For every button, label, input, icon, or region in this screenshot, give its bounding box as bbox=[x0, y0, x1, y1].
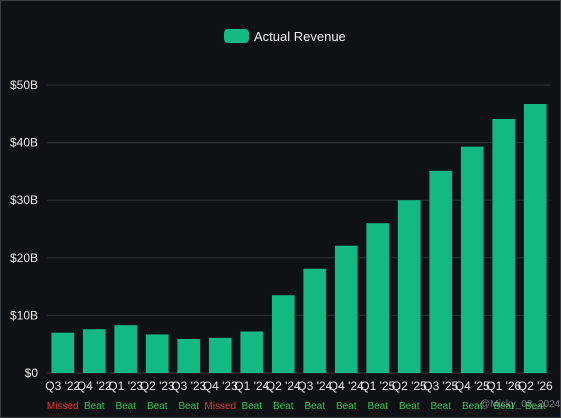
x-tick-label: Q2 '24 bbox=[266, 379, 301, 393]
status-row: Missed Beat Beat Beat Beat Missed Beat Beat Beat… bbox=[47, 401, 546, 412]
x-tick-label: Q2 '25 bbox=[392, 379, 427, 393]
x-tick-label: Q1 '23 bbox=[108, 379, 143, 393]
y-tick-label: $0 bbox=[25, 366, 39, 380]
y-axis: $0 $10B $20B $30B $40B $50B bbox=[10, 78, 38, 380]
bar[interactable] bbox=[523, 104, 547, 374]
legend-label[interactable]: Actual Revenue bbox=[254, 29, 346, 44]
y-tick-label: $20B bbox=[10, 251, 38, 265]
legend[interactable]: Actual Revenue bbox=[224, 29, 346, 44]
status-label: Beat bbox=[178, 401, 199, 412]
bar[interactable] bbox=[334, 245, 358, 373]
bar[interactable] bbox=[366, 223, 390, 373]
bar[interactable] bbox=[303, 268, 327, 373]
x-tick-label: Q3 '23 bbox=[171, 379, 206, 393]
bar[interactable] bbox=[177, 339, 201, 373]
x-tick-label: Q4 '24 bbox=[329, 379, 364, 393]
status-label: Beat bbox=[336, 401, 357, 412]
bar[interactable] bbox=[82, 329, 106, 373]
x-tick-label: Q3 '24 bbox=[297, 379, 332, 393]
bar[interactable] bbox=[429, 170, 453, 373]
x-tick-label: Q2 '26 bbox=[518, 379, 553, 393]
bars bbox=[51, 104, 547, 374]
x-tick-label: Q3 '25 bbox=[423, 379, 458, 393]
x-tick-label: Q1 '26 bbox=[486, 379, 521, 393]
x-tick-label: Q4 '25 bbox=[455, 379, 490, 393]
bar[interactable] bbox=[114, 325, 138, 373]
status-label: Missed bbox=[47, 401, 79, 412]
status-label: Beat bbox=[241, 401, 262, 412]
status-label: Beat bbox=[525, 401, 546, 412]
watermark-text: @Micky_08_2024 bbox=[480, 399, 561, 410]
status-label: Beat bbox=[273, 401, 294, 412]
bar[interactable] bbox=[51, 332, 75, 373]
status-label: Beat bbox=[84, 401, 105, 412]
status-label: Beat bbox=[304, 401, 325, 412]
status-label: Beat bbox=[399, 401, 420, 412]
x-tick-label: Q1 '25 bbox=[360, 379, 395, 393]
x-tick-label: Q3 '22 bbox=[45, 379, 80, 393]
bar[interactable] bbox=[145, 334, 169, 373]
bar[interactable] bbox=[271, 295, 295, 373]
status-label: Beat bbox=[115, 401, 136, 412]
x-tick-label: Q4 '22 bbox=[77, 379, 112, 393]
bar[interactable] bbox=[492, 118, 516, 373]
bar[interactable] bbox=[208, 337, 232, 373]
status-label: Beat bbox=[367, 401, 388, 412]
y-tick-label: $40B bbox=[10, 136, 38, 150]
status-label: Beat bbox=[430, 401, 451, 412]
bar[interactable] bbox=[397, 200, 421, 373]
x-tick-label: Q1 '24 bbox=[234, 379, 269, 393]
bar[interactable] bbox=[460, 146, 484, 373]
y-tick-label: $30B bbox=[10, 193, 38, 207]
status-label: Beat bbox=[462, 401, 483, 412]
y-tick-label: $10B bbox=[10, 308, 38, 322]
legend-swatch[interactable] bbox=[224, 29, 249, 43]
status-label: Beat bbox=[147, 401, 168, 412]
status-label: Missed bbox=[204, 401, 236, 412]
x-tick-label: Q4 '23 bbox=[203, 379, 238, 393]
bar[interactable] bbox=[240, 331, 264, 373]
status-label: Beat bbox=[493, 401, 514, 412]
y-tick-label: $50B bbox=[10, 78, 38, 92]
x-tick-label: Q2 '23 bbox=[140, 379, 175, 393]
